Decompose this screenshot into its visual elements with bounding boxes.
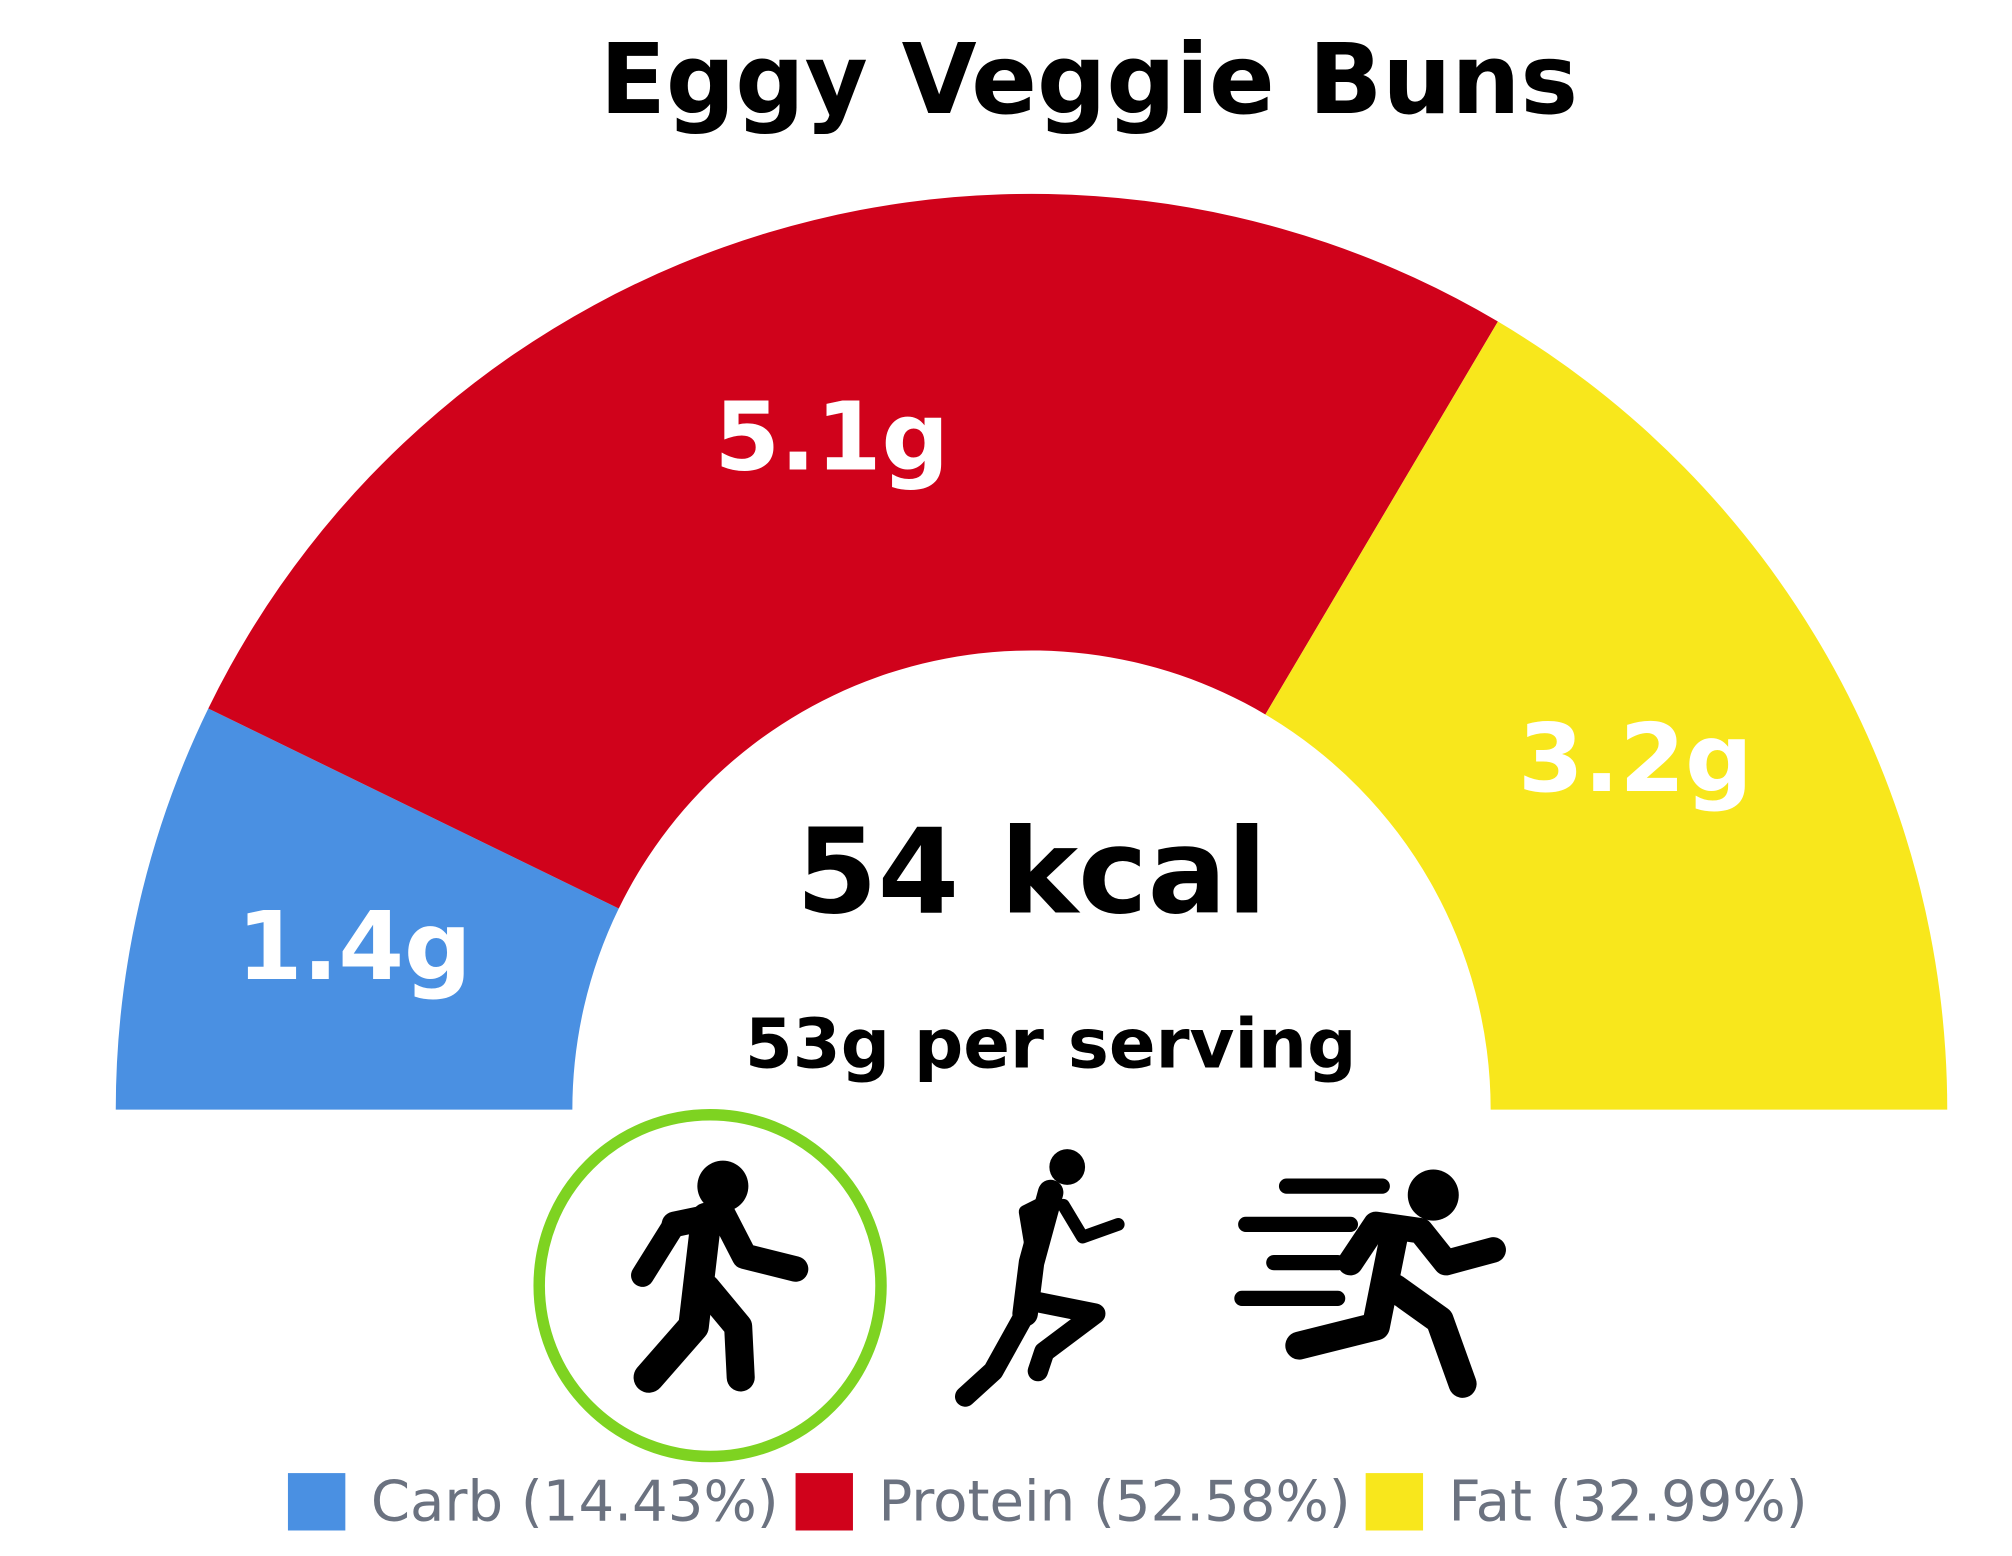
slice (1265, 321, 1948, 1110)
slice (115, 708, 619, 1110)
slice (208, 193, 1498, 909)
value-label: 3.2g (1518, 704, 1753, 814)
legend-swatch (287, 1473, 346, 1531)
run-icon[interactable] (1234, 1169, 1506, 1398)
legend-label: Protein (52.58%) (878, 1470, 1350, 1535)
legend: Carb (14.43%) Protein (52.58%) Fat (32.99%… (287, 1470, 1808, 1535)
chart-title: Eggy Veggie Buns (600, 23, 1578, 136)
legend-label: Fat (32.99%) (1449, 1470, 1808, 1535)
serving-size: 53g per serving (745, 1004, 1356, 1084)
legend-swatch (1365, 1473, 1424, 1531)
value-label: 5.1g (714, 383, 949, 493)
legend-swatch (795, 1473, 853, 1531)
value-label: 1.4g (237, 892, 472, 1002)
donut: 1.4g 5.1g 3.2g (115, 193, 1948, 1110)
calories: 54 kcal (796, 803, 1267, 940)
jog-icon[interactable] (954, 1149, 1125, 1407)
walk-icon[interactable] (631, 1160, 809, 1393)
legend-label: Carb (14.43%) (371, 1470, 779, 1535)
selected-ring (533, 1108, 887, 1463)
